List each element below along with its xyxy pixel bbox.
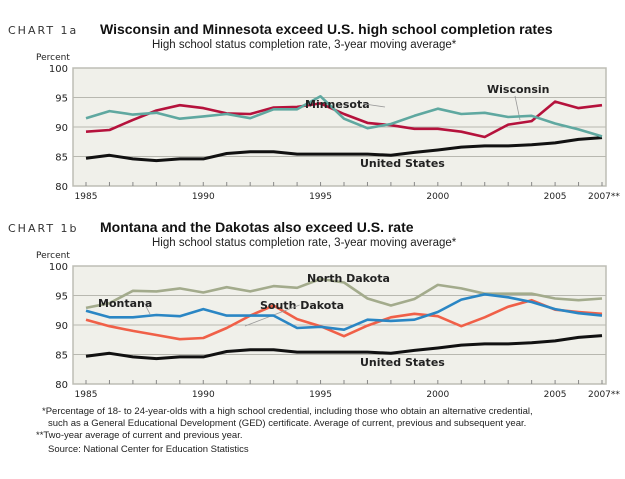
series-line-united-states [85,136,603,163]
series-label: United States [360,157,445,170]
series-label: United States [360,356,445,369]
x-tick-label: 2005 [544,192,567,202]
y-tick-label: 85 [55,351,68,362]
x-tick-label: 1995 [309,192,332,202]
series-label: Minnesota [305,98,370,111]
y-tick-label: 100 [49,262,68,273]
x-tick-label: 2000 [426,390,449,400]
x-tick-label: 1985 [75,390,98,400]
x-tick-label: 1995 [309,390,332,400]
x-tick-label: 1990 [192,192,215,202]
y-tick-label: 90 [55,321,68,332]
y-axis-label: Percent [36,53,70,63]
series-line-united-states [85,334,603,361]
x-tick-label: 2007** [588,390,620,400]
x-tick-label: 1985 [75,192,98,202]
series-label: Wisconsin [487,83,550,96]
y-tick-label: 85 [55,153,68,164]
chart-1a-title: Wisconsin and Minnesota exceed U.S. high… [100,21,553,37]
label-leader [364,103,386,108]
x-tick-label: 2007** [588,192,620,202]
chart-1b: Percent 80 85 90 95 100 1985 1990 1995 2000 2005 20… [36,251,620,400]
series-label: North Dakota [307,272,390,285]
y-tick-label: 80 [55,380,68,391]
y-tick-label: 80 [55,182,68,193]
y-axis-label: Percent [36,251,70,261]
x-tick-label: 2000 [426,192,449,202]
chart-1b-subtitle: High school status completion rate, 3-ye… [152,237,457,249]
footnote-2: such as a General Educational Developmen… [48,418,527,429]
series-label: South Dakota [260,299,344,312]
y-tick-label: 95 [55,292,68,303]
series-line-minnesota [85,94,603,138]
y-tick-label: 100 [49,64,68,75]
chart-1a-subtitle: High school status completion rate, 3-ye… [152,39,457,51]
footnote-1: *Percentage of 18- to 24-year-olds with … [42,406,533,417]
series-label: Montana [98,297,152,310]
series-line-north-dakota [85,277,603,310]
footnote-3: **Two-year average of current and previo… [36,430,243,441]
series-line-wisconsin [85,100,603,139]
x-tick-label: 2005 [544,390,567,400]
y-tick-label: 90 [55,123,68,134]
y-tick-label: 95 [55,94,68,105]
chart-1a: Percent 80 85 90 95 100 1985 1990 1995 2000 2005 20… [36,53,620,202]
chart-1a-label: CHART 1a [8,24,79,37]
source: Source: National Center for Education St… [48,444,249,455]
series-line-south-dakota [85,298,603,341]
chart-1b-label: CHART 1b [8,222,79,235]
series-line-montana [85,292,603,331]
chart-1b-title: Montana and the Dakotas also exceed U.S.… [100,219,414,235]
label-leader [143,302,151,315]
x-tick-label: 1990 [192,390,215,400]
